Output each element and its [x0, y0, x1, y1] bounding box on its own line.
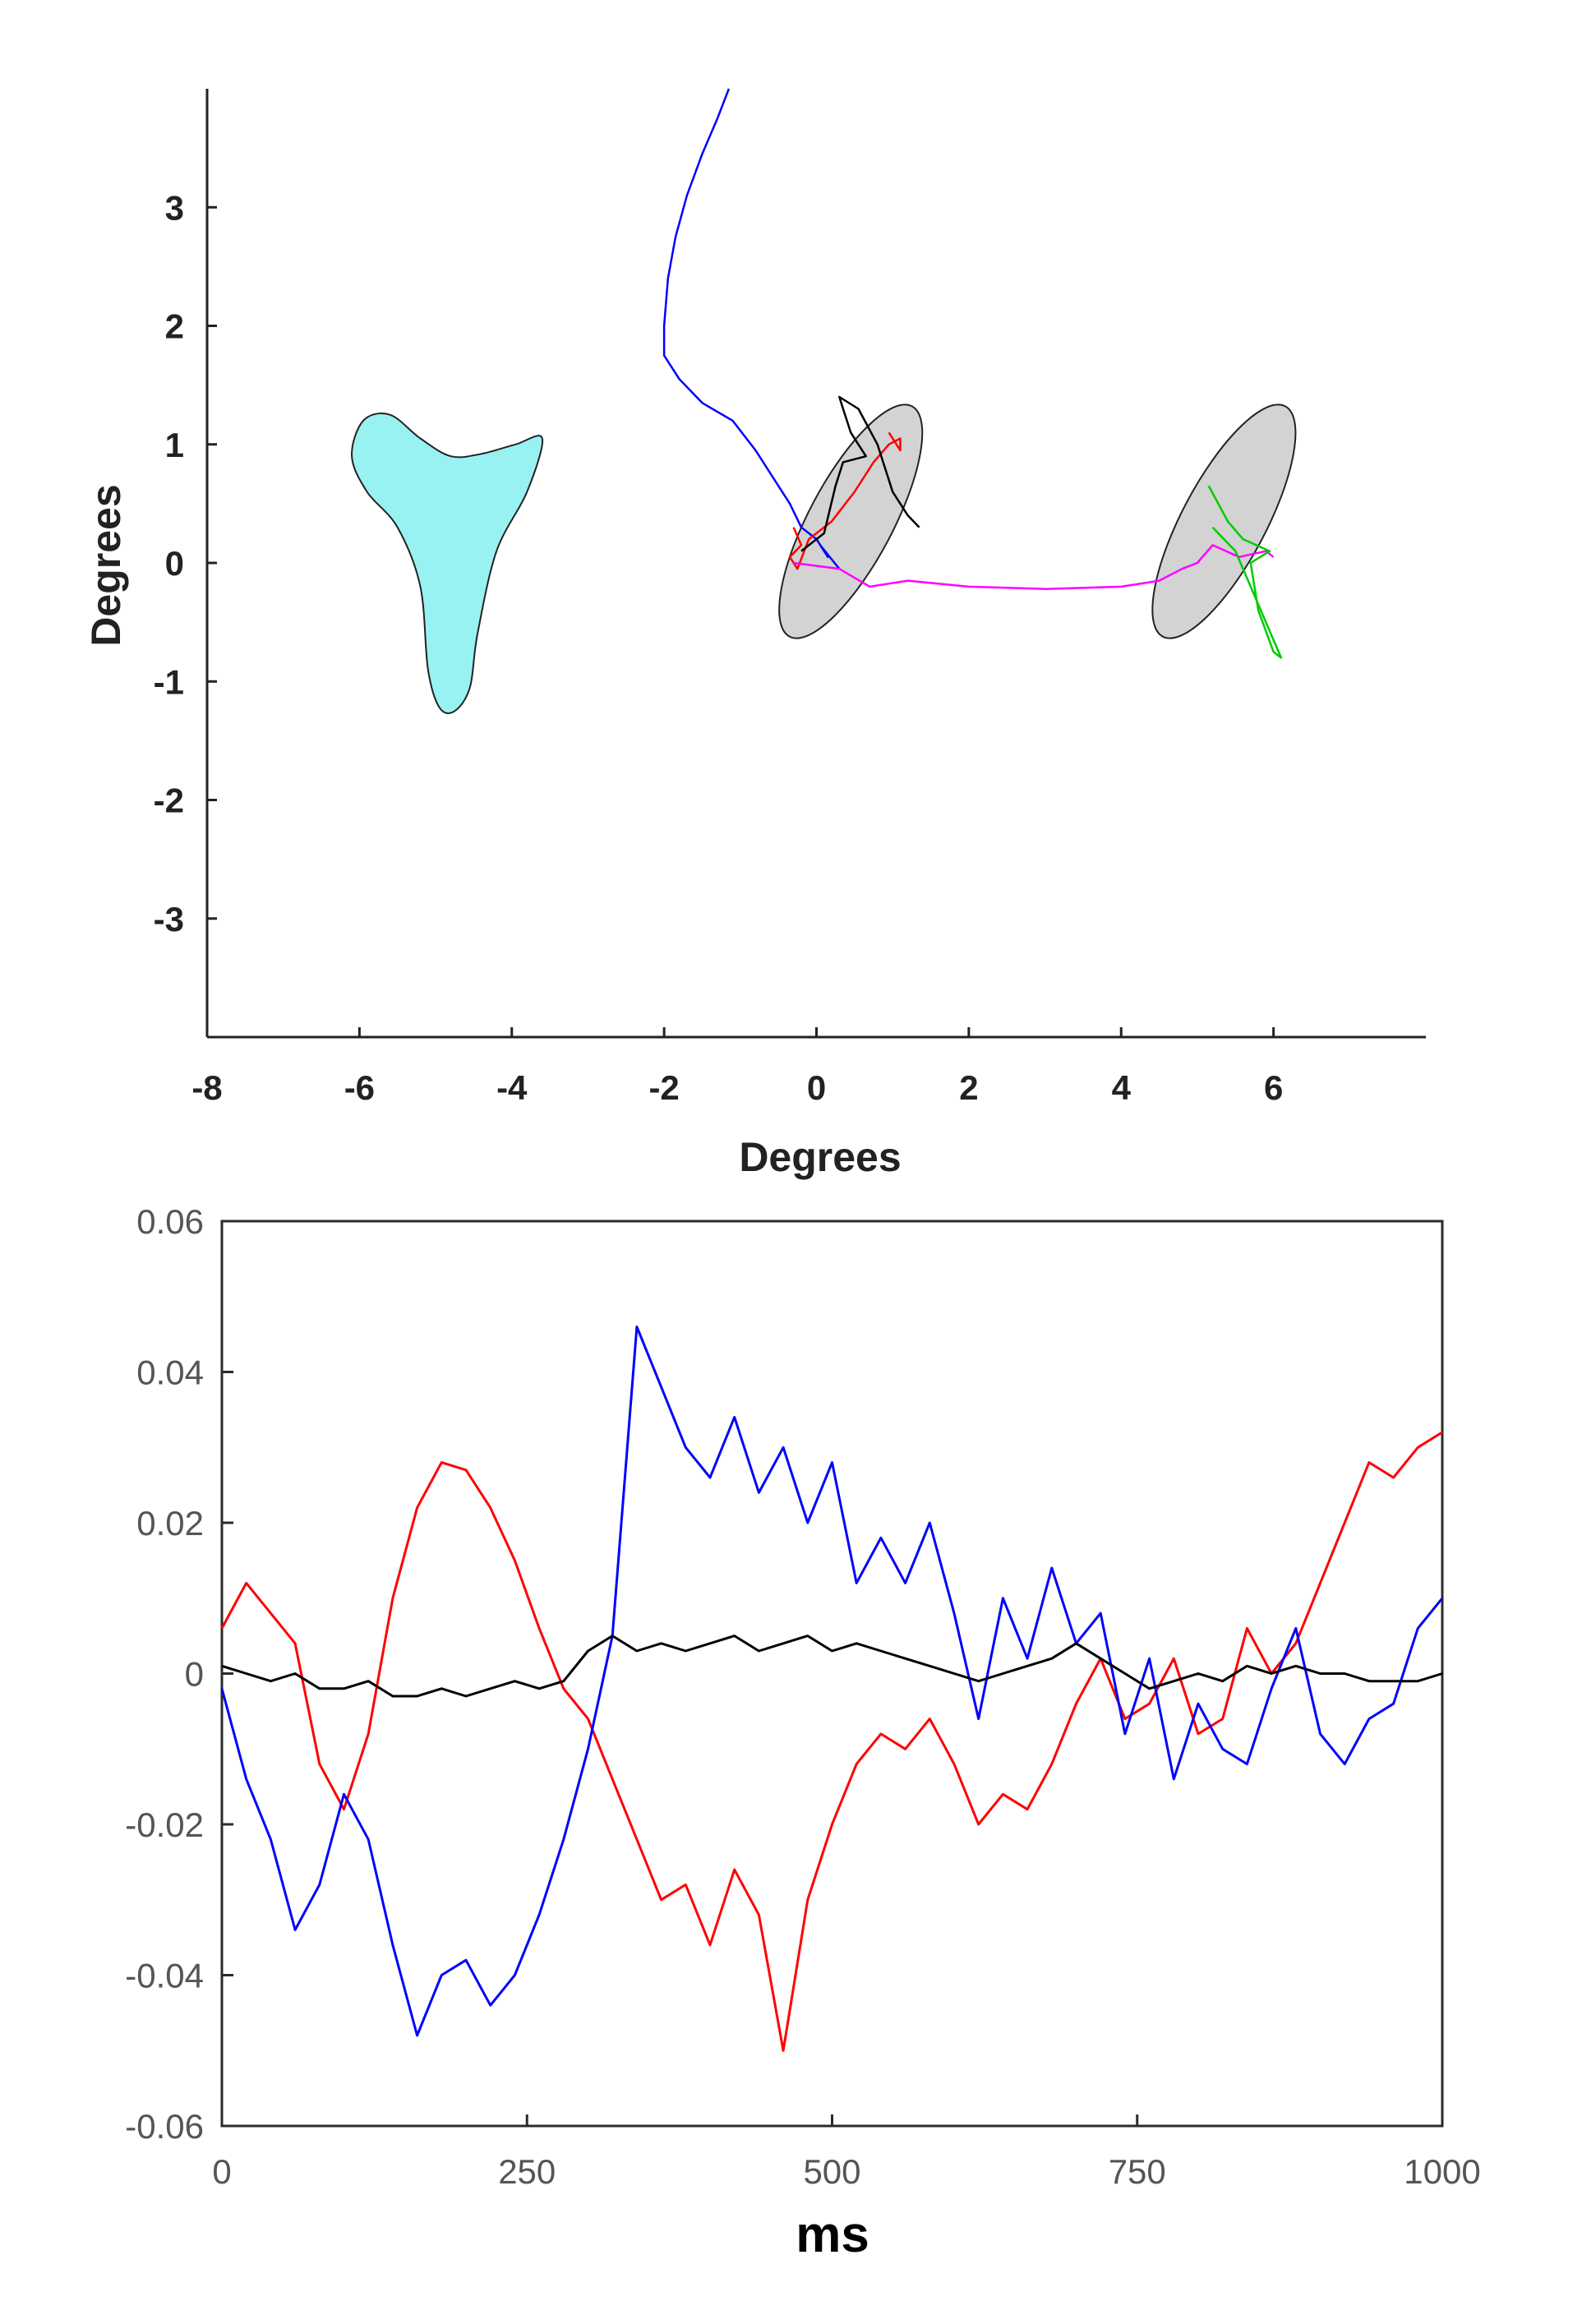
top-x-axis-label: Degrees [739, 1134, 901, 1180]
bottom-x-tick-label: 1000 [1404, 2152, 1480, 2191]
trajectory-plot: -8 -6 -4 -2 0 2 4 6 -3 -2 -1 0 1 2 3 Degrees Degrees [83, 88, 1426, 1180]
bottom-y-tick-label: 0 [185, 1655, 204, 1694]
top-y-tick-label: 3 [165, 188, 184, 227]
trajectory-line-0 [662, 88, 841, 569]
bottom-series-layer [220, 1326, 1444, 2052]
region-ellipse-2 [1151, 403, 1297, 639]
signal-line-2 [221, 1635, 1443, 1698]
bottom-y-tick-label: -0.04 [125, 1957, 204, 1995]
top-y-tick-label: -3 [154, 900, 184, 938]
trajectory-line-3 [793, 544, 1275, 590]
trajectory-line-1 [788, 431, 902, 570]
bottom-x-tick-label: 250 [498, 2152, 556, 2191]
top-y-tick-label: -2 [154, 782, 184, 820]
trajectory-line-4 [1207, 485, 1283, 659]
top-y-axis-label: Degrees [83, 484, 129, 646]
timeseries-plot: 0 250 500 750 1000 0.06 0.04 0.02 0 -0.02 -0.04 -0.… [125, 1202, 1480, 2263]
top-x-tick-label: -4 [496, 1068, 528, 1107]
bottom-x-tick-label: 750 [1109, 2152, 1166, 2191]
bottom-plot-frame [220, 1220, 1444, 2128]
bottom-axes-layer: 0 250 500 750 1000 0.06 0.04 0.02 0 -0.02 -0.04 -0.… [125, 1202, 1480, 2191]
bottom-x-tick-label: 500 [803, 2152, 860, 2191]
region-ellipse-1 [778, 403, 924, 639]
top-x-tick-label: -2 [648, 1068, 679, 1107]
top-axes-layer: -8 -6 -4 -2 0 2 4 6 -3 -2 -1 0 1 2 3 [154, 89, 1426, 1107]
bottom-x-axis-label: ms [796, 2206, 869, 2263]
top-x-tick-label: 6 [1264, 1068, 1283, 1107]
top-shapes-layer [351, 403, 1297, 714]
top-x-tick-label: -6 [344, 1068, 375, 1107]
top-y-tick-label: 0 [165, 544, 184, 583]
top-y-tick-label: 2 [165, 307, 184, 346]
bottom-y-tick-label: 0.02 [136, 1504, 204, 1542]
top-x-tick-label: 4 [1112, 1068, 1132, 1107]
top-x-tick-label: -8 [191, 1068, 222, 1107]
bottom-y-tick-label: -0.02 [125, 1805, 204, 1844]
bottom-x-tick-label: 0 [212, 2152, 231, 2191]
top-y-tick-label: -1 [154, 662, 184, 701]
signal-line-0 [220, 1431, 1443, 2052]
signal-line-1 [220, 1326, 1444, 2037]
trajectory-line-2 [800, 395, 920, 552]
top-x-tick-label: 0 [807, 1068, 826, 1107]
top-x-tick-label: 2 [959, 1068, 978, 1107]
region-blob-0 [351, 413, 544, 714]
bottom-y-tick-label: 0.06 [136, 1202, 204, 1241]
bottom-y-tick-label: 0.04 [136, 1353, 204, 1392]
bottom-y-tick-label: -0.06 [125, 2107, 204, 2146]
top-y-tick-label: 1 [165, 426, 184, 464]
top-series-layer [662, 88, 1283, 659]
